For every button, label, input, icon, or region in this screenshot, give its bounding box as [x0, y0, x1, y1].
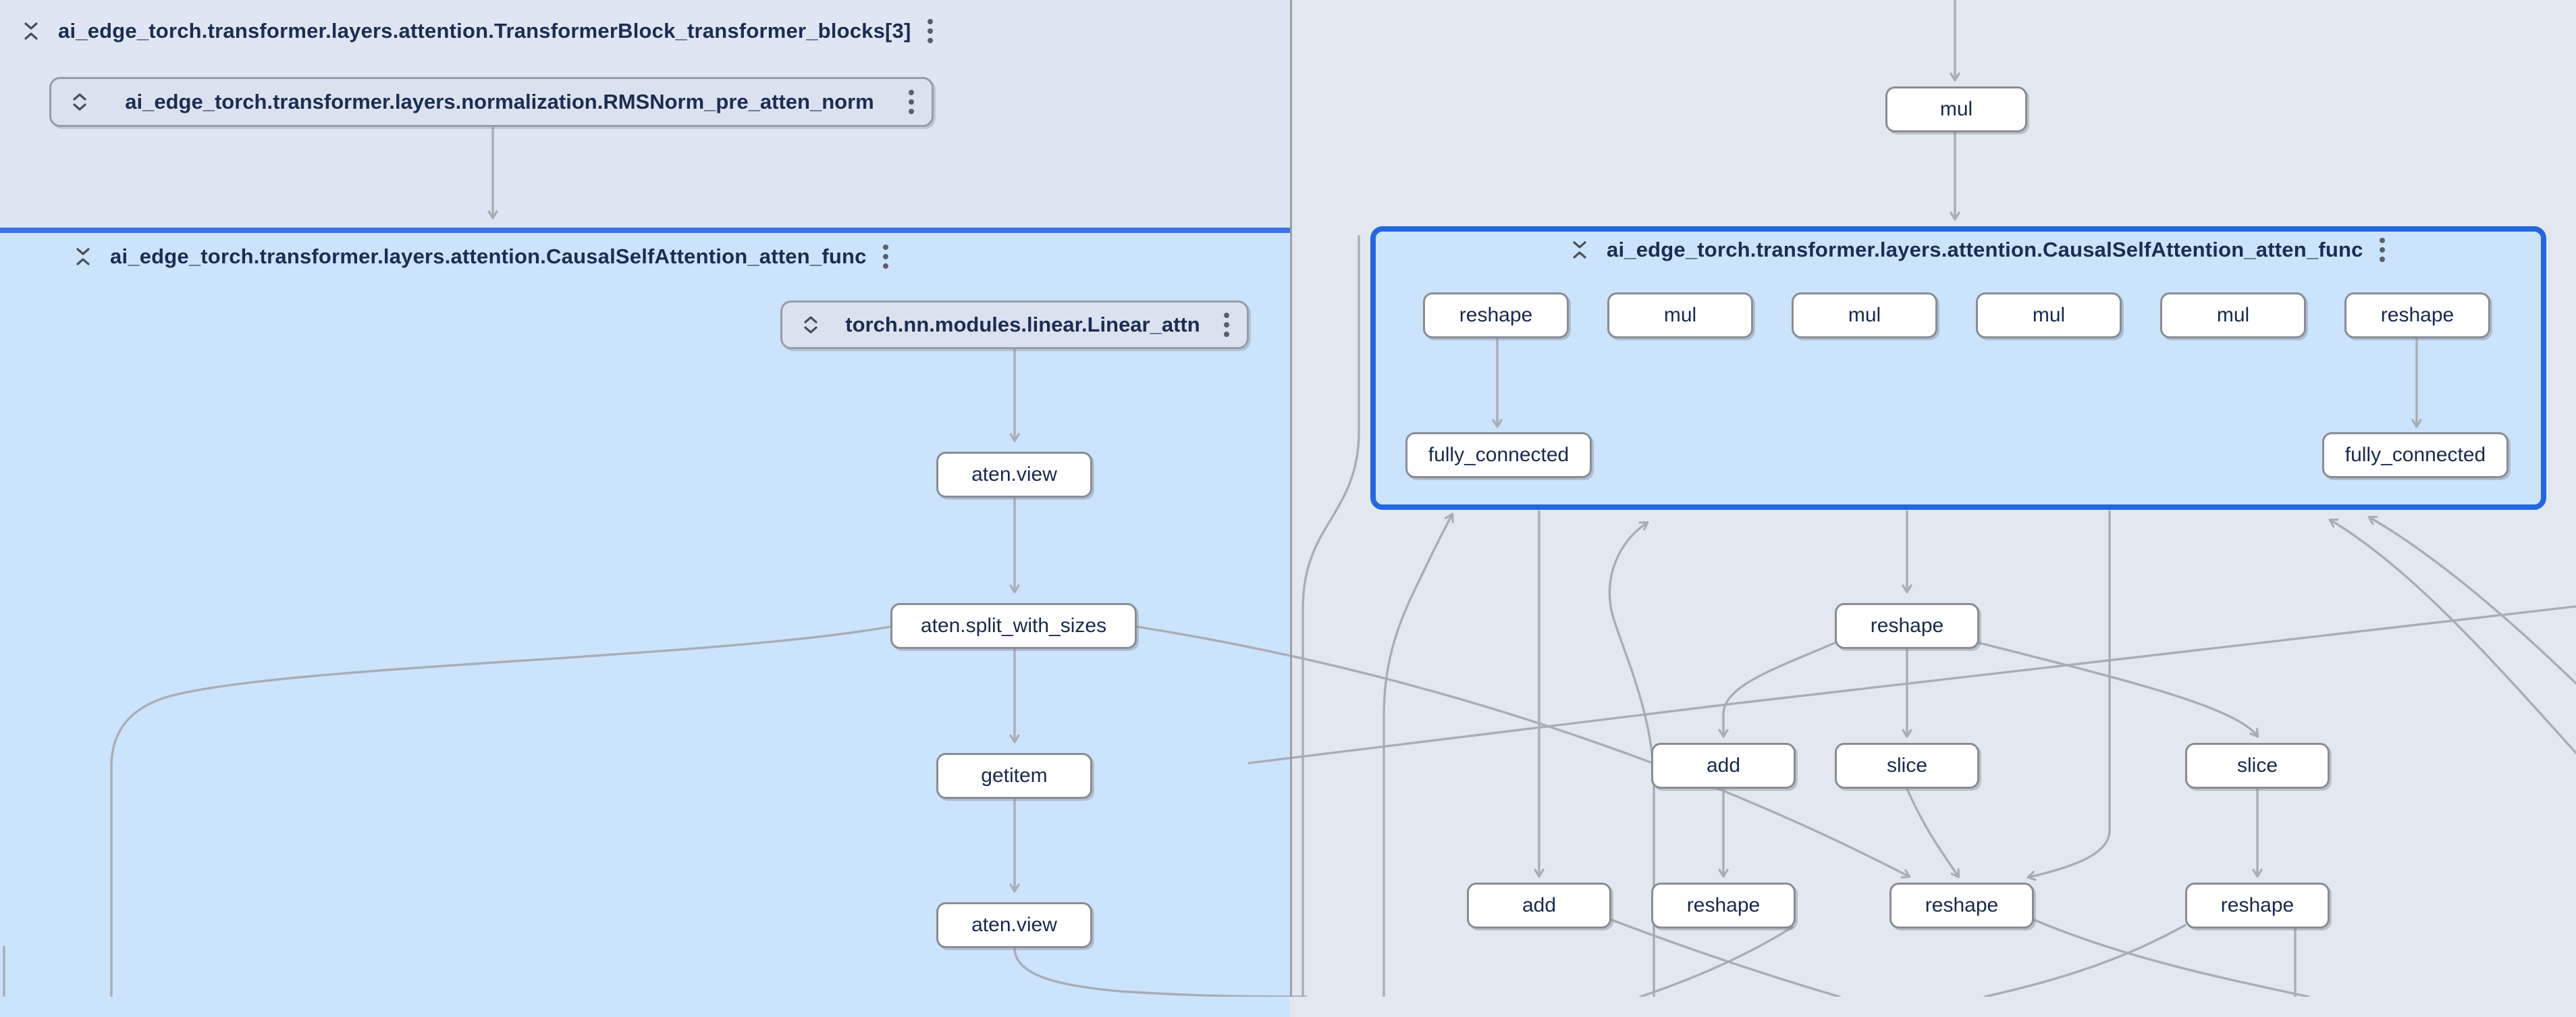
node-add-1[interactable]: add: [1651, 743, 1796, 789]
kebab-menu-icon[interactable]: [882, 243, 890, 270]
node-mul-r4[interactable]: mul: [2160, 292, 2306, 338]
kebab-menu-icon[interactable]: [926, 18, 934, 45]
unfold-more-icon[interactable]: [68, 90, 92, 114]
node-label: torch.nn.modules.linear.Linear_attn: [845, 313, 1200, 336]
node-reshape-mid[interactable]: reshape: [1835, 603, 1979, 649]
node-linear-attn[interactable]: torch.nn.modules.linear.Linear_attn: [780, 301, 1249, 349]
group-header-causal-left[interactable]: ai_edge_torch.transformer.layers.attenti…: [71, 238, 890, 276]
group-title: ai_edge_torch.transformer.layers.attenti…: [58, 19, 911, 43]
node-slice-1[interactable]: slice: [1835, 743, 1979, 789]
edge-up-into-group-right-1: [2367, 515, 2576, 685]
edge-up-into-group-2: [1608, 521, 1655, 997]
node-reshape-b4[interactable]: reshape: [2185, 883, 2330, 929]
edge-reshape-b3-out: [2033, 918, 2310, 997]
node-fully-connected-left[interactable]: fully_connected: [1405, 432, 1592, 478]
unfold-less-icon[interactable]: [71, 244, 95, 269]
node-reshape-r2[interactable]: reshape: [2344, 292, 2490, 338]
node-mul-r2[interactable]: mul: [1792, 292, 1937, 338]
node-aten-split-with-sizes[interactable]: aten.split_with_sizes: [890, 603, 1137, 649]
node-slice-2[interactable]: slice: [2185, 743, 2330, 789]
node-fully-connected-right[interactable]: fully_connected: [2322, 432, 2508, 478]
group-title: ai_edge_torch.transformer.layers.attenti…: [110, 244, 867, 268]
node-mul-top[interactable]: mul: [1885, 86, 2027, 132]
group-title: ai_edge_torch.transformer.layers.attenti…: [1607, 238, 2363, 261]
node-reshape-r1[interactable]: reshape: [1423, 292, 1569, 338]
node-getitem[interactable]: getitem: [936, 753, 1092, 799]
unfold-more-icon[interactable]: [799, 313, 823, 337]
edge-up-into-group-right-2: [2328, 518, 2576, 754]
kebab-menu-icon[interactable]: [2378, 236, 2386, 263]
node-label: ai_edge_torch.transformer.layers.normali…: [125, 90, 874, 113]
group-header-transformer-block[interactable]: ai_edge_torch.transformer.layers.attenti…: [19, 12, 934, 50]
edge-reshape-mid-to-slice2: [1978, 642, 2259, 738]
node-add-2[interactable]: add: [1467, 883, 1611, 929]
node-mul-r1[interactable]: mul: [1607, 292, 1753, 338]
unfold-less-icon[interactable]: [19, 19, 43, 43]
edge-add2-out: [1610, 918, 1841, 997]
edge-reshape-mid-to-add: [1718, 642, 1836, 738]
edge-reshape-b4-out: [1983, 924, 2186, 997]
edge-slice1-to-reshape-b3: [1906, 787, 1960, 879]
node-reshape-b3[interactable]: reshape: [1889, 883, 2034, 929]
edge-gap-down: [1302, 235, 1360, 997]
kebab-menu-icon[interactable]: [907, 88, 915, 115]
node-mul-r3[interactable]: mul: [1976, 292, 2122, 338]
node-rmsnorm-pre-atten-norm[interactable]: ai_edge_torch.transformer.layers.normali…: [49, 77, 934, 127]
edge-passthrough-to-reshape-b3: [2027, 510, 2111, 881]
group-header-causal-right[interactable]: ai_edge_torch.transformer.layers.attenti…: [1567, 231, 2386, 269]
kebab-menu-icon[interactable]: [1223, 311, 1231, 338]
edge-up-into-group-1: [1383, 513, 1454, 997]
unfold-less-icon[interactable]: [1567, 238, 1592, 262]
node-aten-view-2[interactable]: aten.view: [936, 902, 1092, 948]
node-reshape-b2[interactable]: reshape: [1651, 883, 1796, 929]
node-aten-view-1[interactable]: aten.view: [936, 452, 1092, 498]
edge-reshape-b2-out: [1639, 926, 1794, 997]
